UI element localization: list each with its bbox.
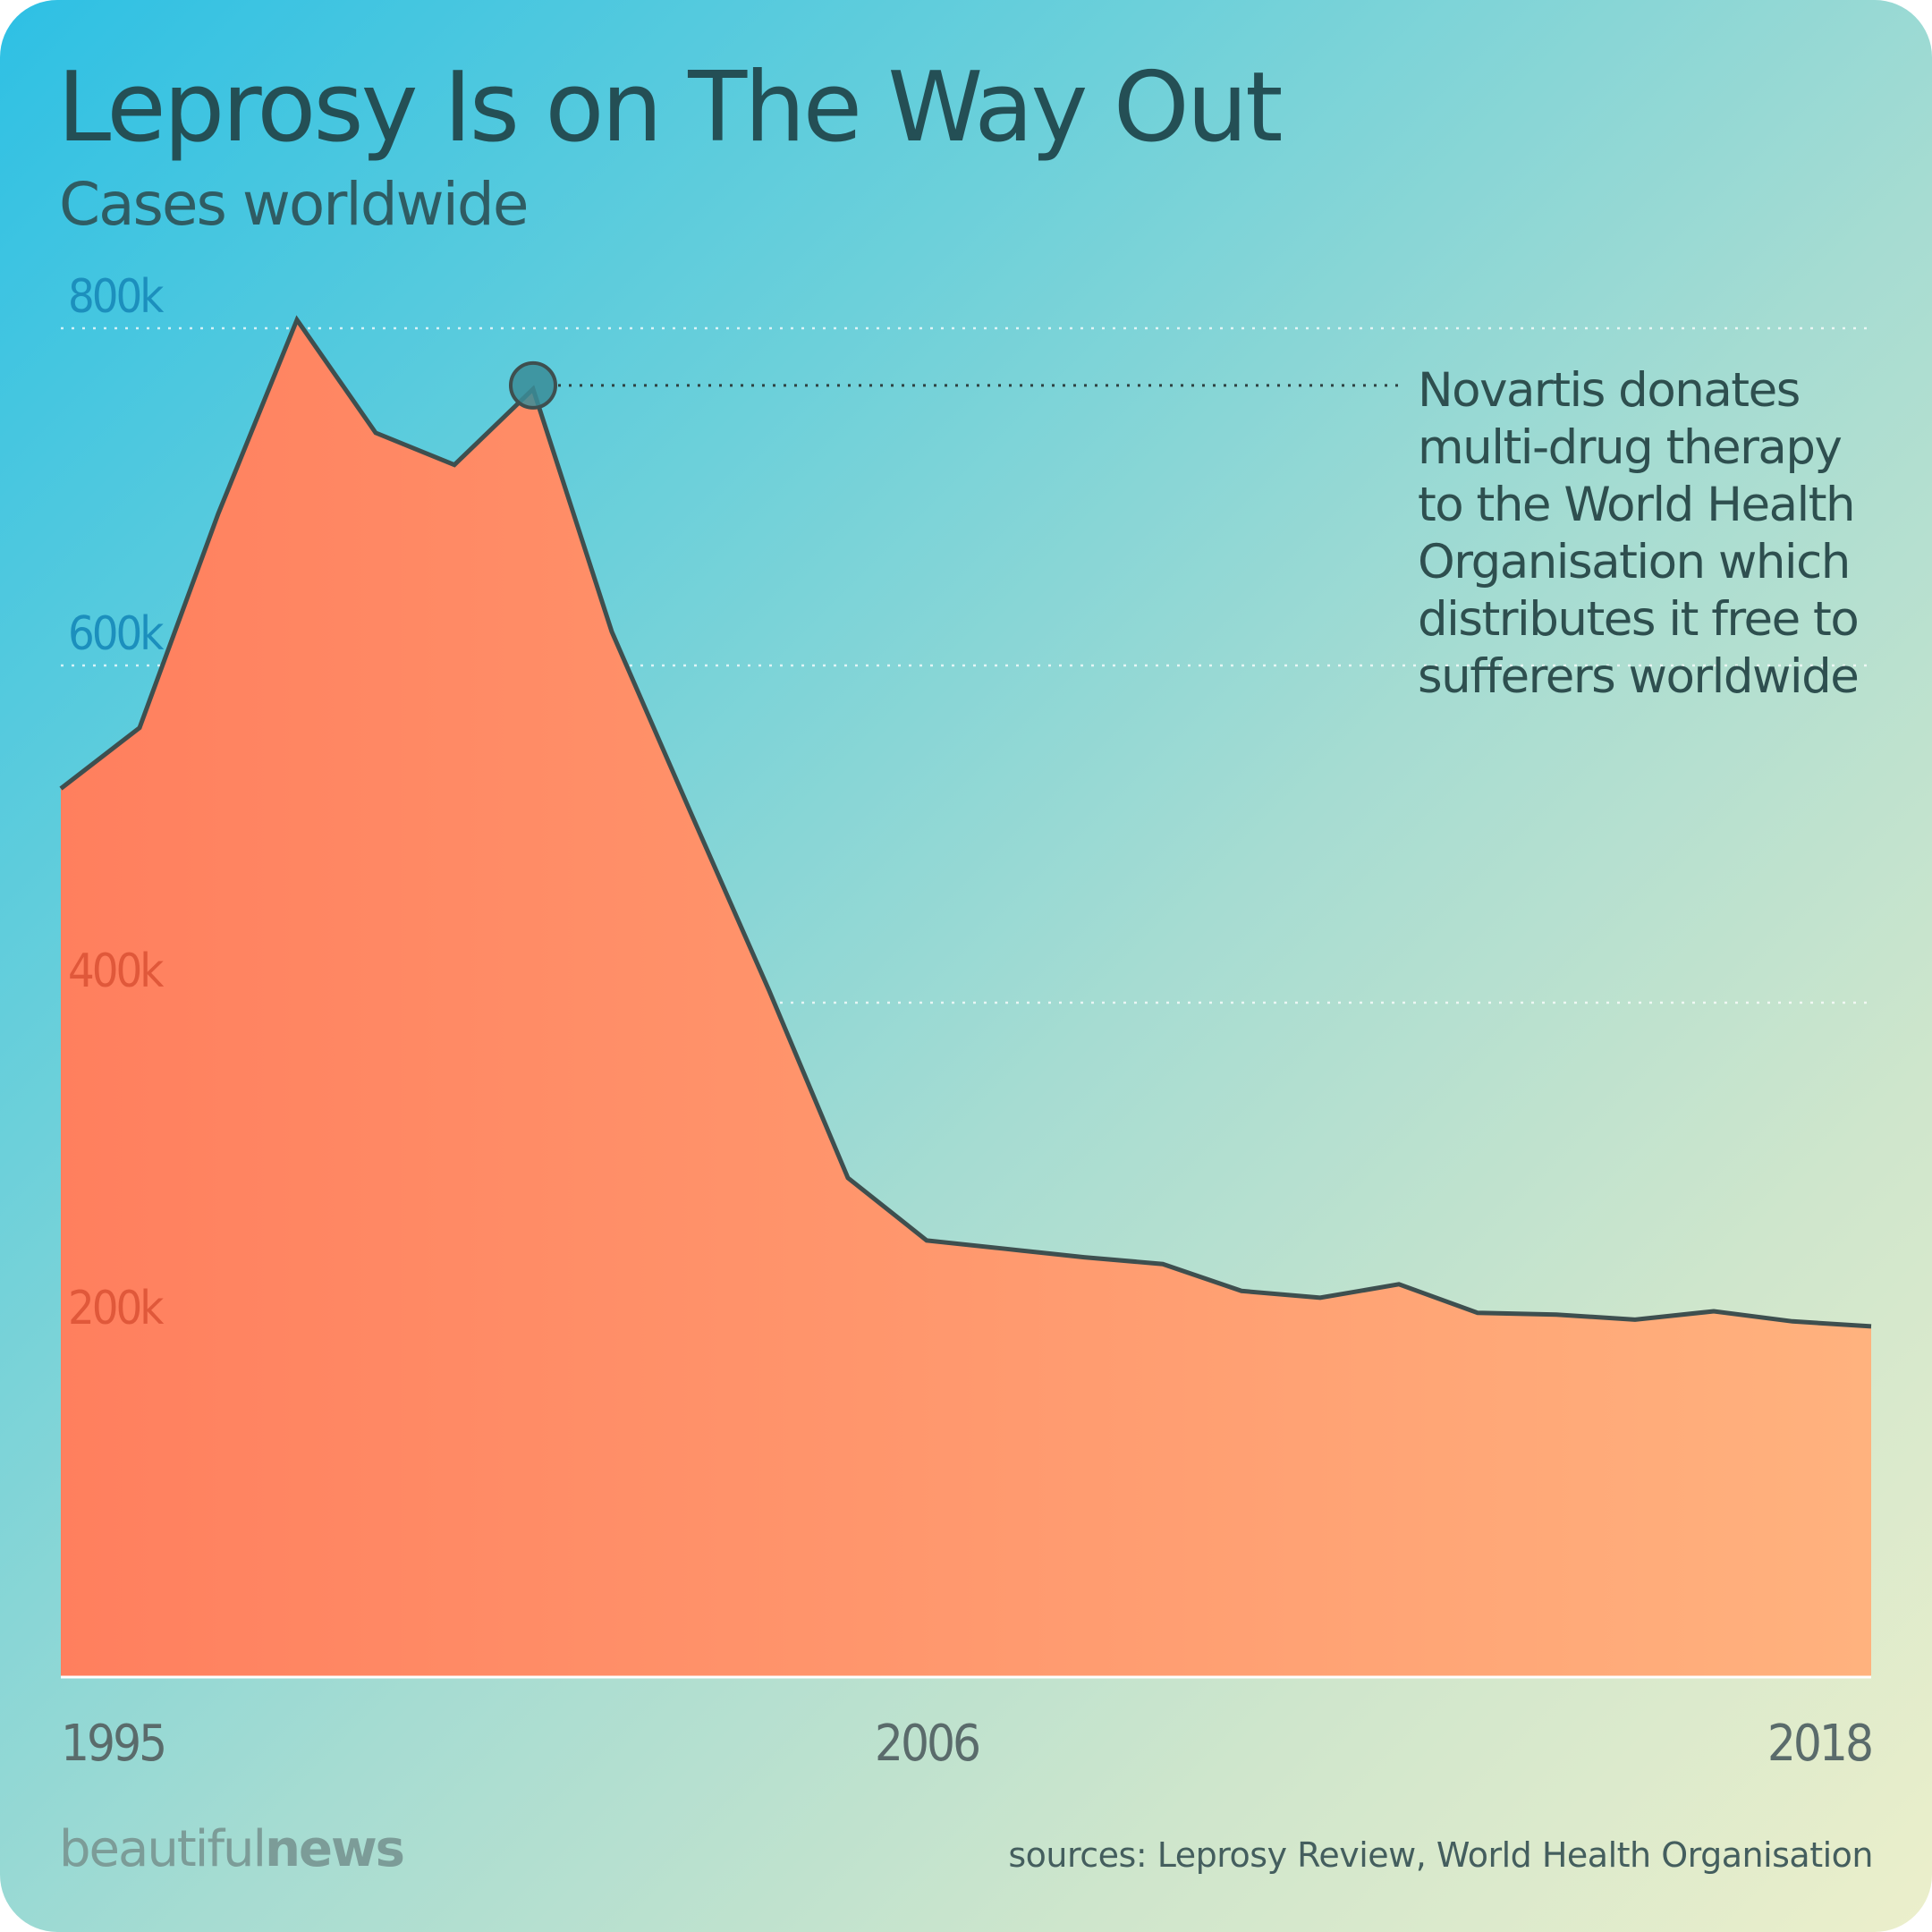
series-line (59, 315, 1872, 1329)
y-tick-label: 400k (68, 945, 164, 998)
y-tick-label: 200k (68, 1282, 164, 1335)
chart-subtitle: Cases worldwide (59, 170, 529, 239)
annotation-text: Novartis donates multi-drug therapy to t… (1418, 363, 1860, 704)
brand-light: beautiful (59, 1820, 267, 1878)
brand-bold: news (265, 1820, 405, 1878)
chart-title: Leprosy Is on The Way Out (57, 52, 1283, 164)
y-axis-ticks: 800k 600k 400k 200k (68, 270, 166, 1335)
y-tick-label: 800k (68, 270, 164, 324)
area-fill (61, 319, 1871, 1678)
x-tick-label: 2018 (1767, 1715, 1871, 1773)
x-tick-label: 1995 (61, 1715, 165, 1773)
x-tick-label: 2006 (875, 1715, 979, 1773)
sources-note: sources: Leprosy Review, World Health Or… (1008, 1835, 1873, 1875)
annotation-marker (509, 360, 557, 410)
x-axis-ticks: 1995 2006 2018 (61, 1715, 1874, 1773)
brand-logo: beautifulnews (59, 1820, 405, 1878)
y-tick-label: 600k (68, 607, 164, 661)
